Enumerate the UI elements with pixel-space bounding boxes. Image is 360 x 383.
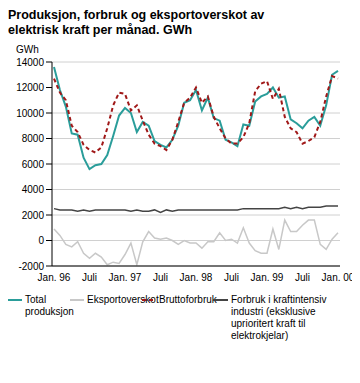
html-text:Total produksjon: Total produksjon [25,294,74,317]
html-text:Produksjon, forbruk og eksport: Produksjon, forbruk og eksportoverskot a… [8,8,265,37]
svg-text:14000: 14000 [16,57,44,68]
svg-text:Juli: Juli [224,272,239,283]
html-text:Forbruk i kraftintensiv indust: Forbruk i kraftintensiv industri (eksklu… [231,294,327,341]
svg-text:Jan. 98: Jan. 98 [180,272,213,283]
svg-text:Juli: Juli [82,272,97,283]
svg-text:Juli: Juli [295,272,310,283]
svg-text:8000: 8000 [22,133,45,144]
svg-text:Juli: Juli [153,272,168,283]
svg-text:Jan. 96: Jan. 96 [38,272,71,283]
svg-text:6000: 6000 [22,159,45,170]
svg-text:Jan. 97: Jan. 97 [109,272,142,283]
svg-text:2000: 2000 [22,210,45,221]
html-text:GWh: GWh [16,44,39,55]
svg-text:4000: 4000 [22,184,45,195]
svg-text:10000: 10000 [16,108,44,119]
svg-text:-2000: -2000 [18,261,44,272]
svg-text:Jan. 99: Jan. 99 [251,272,284,283]
html-text:Eksportoverskot Bruttoforbruk: Eksportoverskot Bruttoforbruk [87,294,217,305]
svg-text:0: 0 [38,235,44,246]
svg-text:Jan. 00: Jan. 00 [322,272,352,283]
svg-text:12000: 12000 [16,82,44,93]
